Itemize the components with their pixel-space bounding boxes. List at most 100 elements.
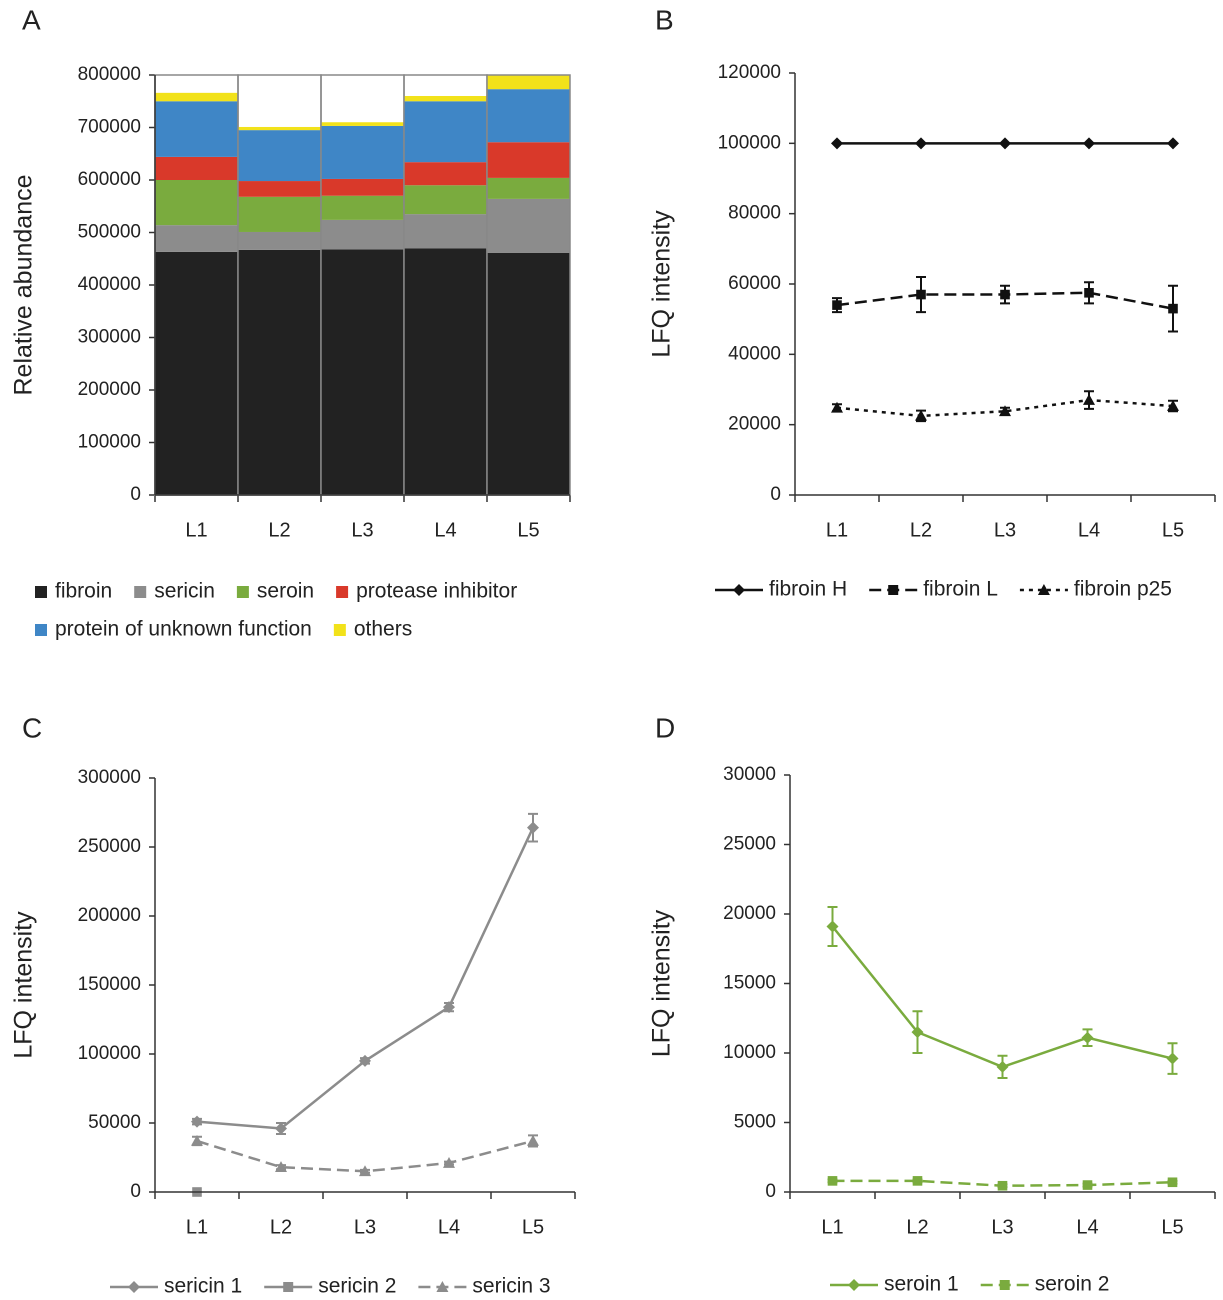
y-tick-label: 0 [770,484,781,505]
y-tick-label: 100000 [718,132,781,153]
y-tick-label: 30000 [723,764,776,785]
bar-segment [487,198,570,253]
y-tick-label: 25000 [723,834,776,855]
data-point [359,1165,371,1177]
y-tick-label: 40000 [728,343,781,364]
data-point [915,409,927,421]
data-point [999,405,1011,417]
data-point [916,289,926,300]
y-tick-label: 0 [130,1181,141,1202]
series-line [831,925,1173,1069]
y-tick-label: 20000 [723,903,776,924]
bar-segment [155,156,238,180]
legend-label: sericin 1 [164,1275,242,1298]
x-tick-label: L5 [517,519,539,541]
y-tick-label: 15000 [723,973,776,994]
bar-segment [155,251,238,495]
bar-segment [321,178,404,196]
bar-segment [487,89,570,143]
bar-segment [404,248,487,495]
x-tick-label: L1 [186,1216,208,1238]
bar-segment [238,130,321,182]
legend-label: sericin 3 [472,1275,550,1298]
data-point [191,1115,203,1128]
legend-label: fibroin H [769,578,847,601]
panel-label: B [655,4,674,35]
data-point [1083,137,1095,150]
y-tick-label: 150000 [78,974,141,995]
panel-label: D [655,712,675,743]
data-point [826,920,839,933]
legend-swatch [35,624,47,636]
y-axis-label: LFQ intensity [648,210,676,358]
bar-segment [404,96,487,102]
x-tick-label: L2 [270,1216,292,1238]
y-tick-label: 100000 [78,1043,141,1064]
bar-segment [155,180,238,226]
legend-label: sericin 2 [318,1275,396,1298]
bar-segment [238,181,321,197]
x-tick-label: L2 [906,1216,928,1238]
data-point [1000,289,1010,300]
x-tick-label: L2 [910,519,932,541]
data-point [275,1161,287,1172]
bar-segment [487,75,570,90]
y-tick-label: 80000 [728,203,781,224]
y-tick-label: 700000 [78,117,141,138]
y-tick-label: 500000 [78,222,141,243]
y-tick-label: 0 [765,1181,776,1202]
y-axis-label: LFQ intensity [10,911,38,1059]
data-point [443,1001,455,1014]
y-tick-label: 300000 [78,767,141,788]
bar-segment [155,225,238,252]
x-tick-label: L3 [354,1216,376,1238]
data-point [1167,137,1179,150]
x-tick-label: L1 [185,519,207,541]
data-point [915,137,927,150]
x-tick-label: L4 [434,519,456,541]
bar-segment [321,122,404,126]
x-tick-label: L5 [1161,1216,1183,1238]
y-tick-label: 0 [130,484,141,505]
y-tick-label: 20000 [728,414,781,435]
bar-segment [238,249,321,495]
bar-segment [321,125,404,179]
legend-label: fibroin [55,580,112,603]
y-tick-label: 10000 [723,1042,776,1063]
legend-label: protease inhibitor [356,580,517,603]
x-tick-label: L1 [826,519,848,541]
data-point [1168,303,1178,314]
bar-segment [404,162,487,186]
data-point [912,1176,923,1186]
legend-label: seroin [257,580,314,603]
y-tick-label: 400000 [78,274,141,295]
x-tick-label: L4 [1078,519,1100,541]
series-line [196,827,535,1130]
x-tick-label: L4 [1076,1216,1098,1238]
y-tick-label: 50000 [88,1112,141,1133]
y-axis-label: LFQ intensity [648,909,676,1057]
x-tick-label: L1 [821,1216,843,1238]
data-point [1084,287,1094,298]
series-line [836,398,1174,418]
data-point [527,1134,539,1146]
bar-segment [487,252,570,495]
data-point [1167,1177,1178,1188]
y-tick-label: 600000 [78,169,141,190]
data-point [1082,1180,1093,1190]
legend-label: sericin [154,580,215,603]
bar-segment [321,219,404,250]
legend-swatch [236,586,249,598]
legend-label: seroin 1 [884,1273,959,1296]
x-tick-label: L3 [351,519,373,541]
x-tick-label: L2 [268,519,290,541]
x-tick-label: L5 [1162,519,1184,541]
bar-segment [404,185,487,215]
panel-label: A [22,4,41,35]
legend-marker [436,1281,449,1292]
y-tick-label: 200000 [78,905,141,926]
x-tick-label: L3 [994,519,1016,541]
legend-marker [999,1280,1010,1290]
bar-segment [487,177,570,199]
legend-label: fibroin p25 [1074,578,1172,601]
